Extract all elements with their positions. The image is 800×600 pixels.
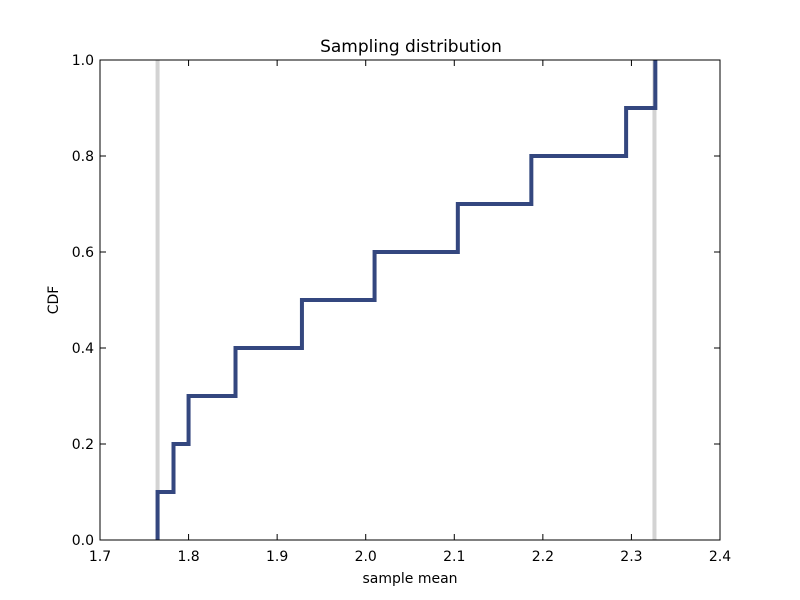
plot-frame <box>99 59 721 541</box>
y-tick-label: 0.2 <box>72 437 94 453</box>
x-tick-label: 2.1 <box>443 549 465 565</box>
plot-area <box>155 60 658 540</box>
x-tick-label: 1.9 <box>266 549 288 565</box>
x-tick-label: 2.4 <box>709 549 731 565</box>
y-tick-label: 1.0 <box>72 53 94 69</box>
axis-ticks: 1.7 1.8 1.9 2.0 2.1 2.2 2.3 2.4 0.0 0.2 0.4 0.6 0.8 1… <box>72 53 731 565</box>
chart-title: Sampling distribution <box>320 37 502 57</box>
x-tick-label: 2.3 <box>620 549 642 565</box>
x-tick-label: 2.0 <box>355 549 377 565</box>
y-tick-label: 0.4 <box>72 341 94 357</box>
y-tick-label: 0.8 <box>72 149 94 165</box>
y-tick-label: 0.6 <box>72 245 94 261</box>
x-tick-label: 1.7 <box>89 549 111 565</box>
x-axis-title: sample mean <box>362 571 457 587</box>
x-tick-label: 1.8 <box>177 549 199 565</box>
y-tick-label: 0.0 <box>72 533 94 549</box>
cdf-step-line <box>155 60 658 540</box>
x-tick-label: 2.2 <box>532 549 554 565</box>
y-axis-title: CDF <box>46 286 62 315</box>
